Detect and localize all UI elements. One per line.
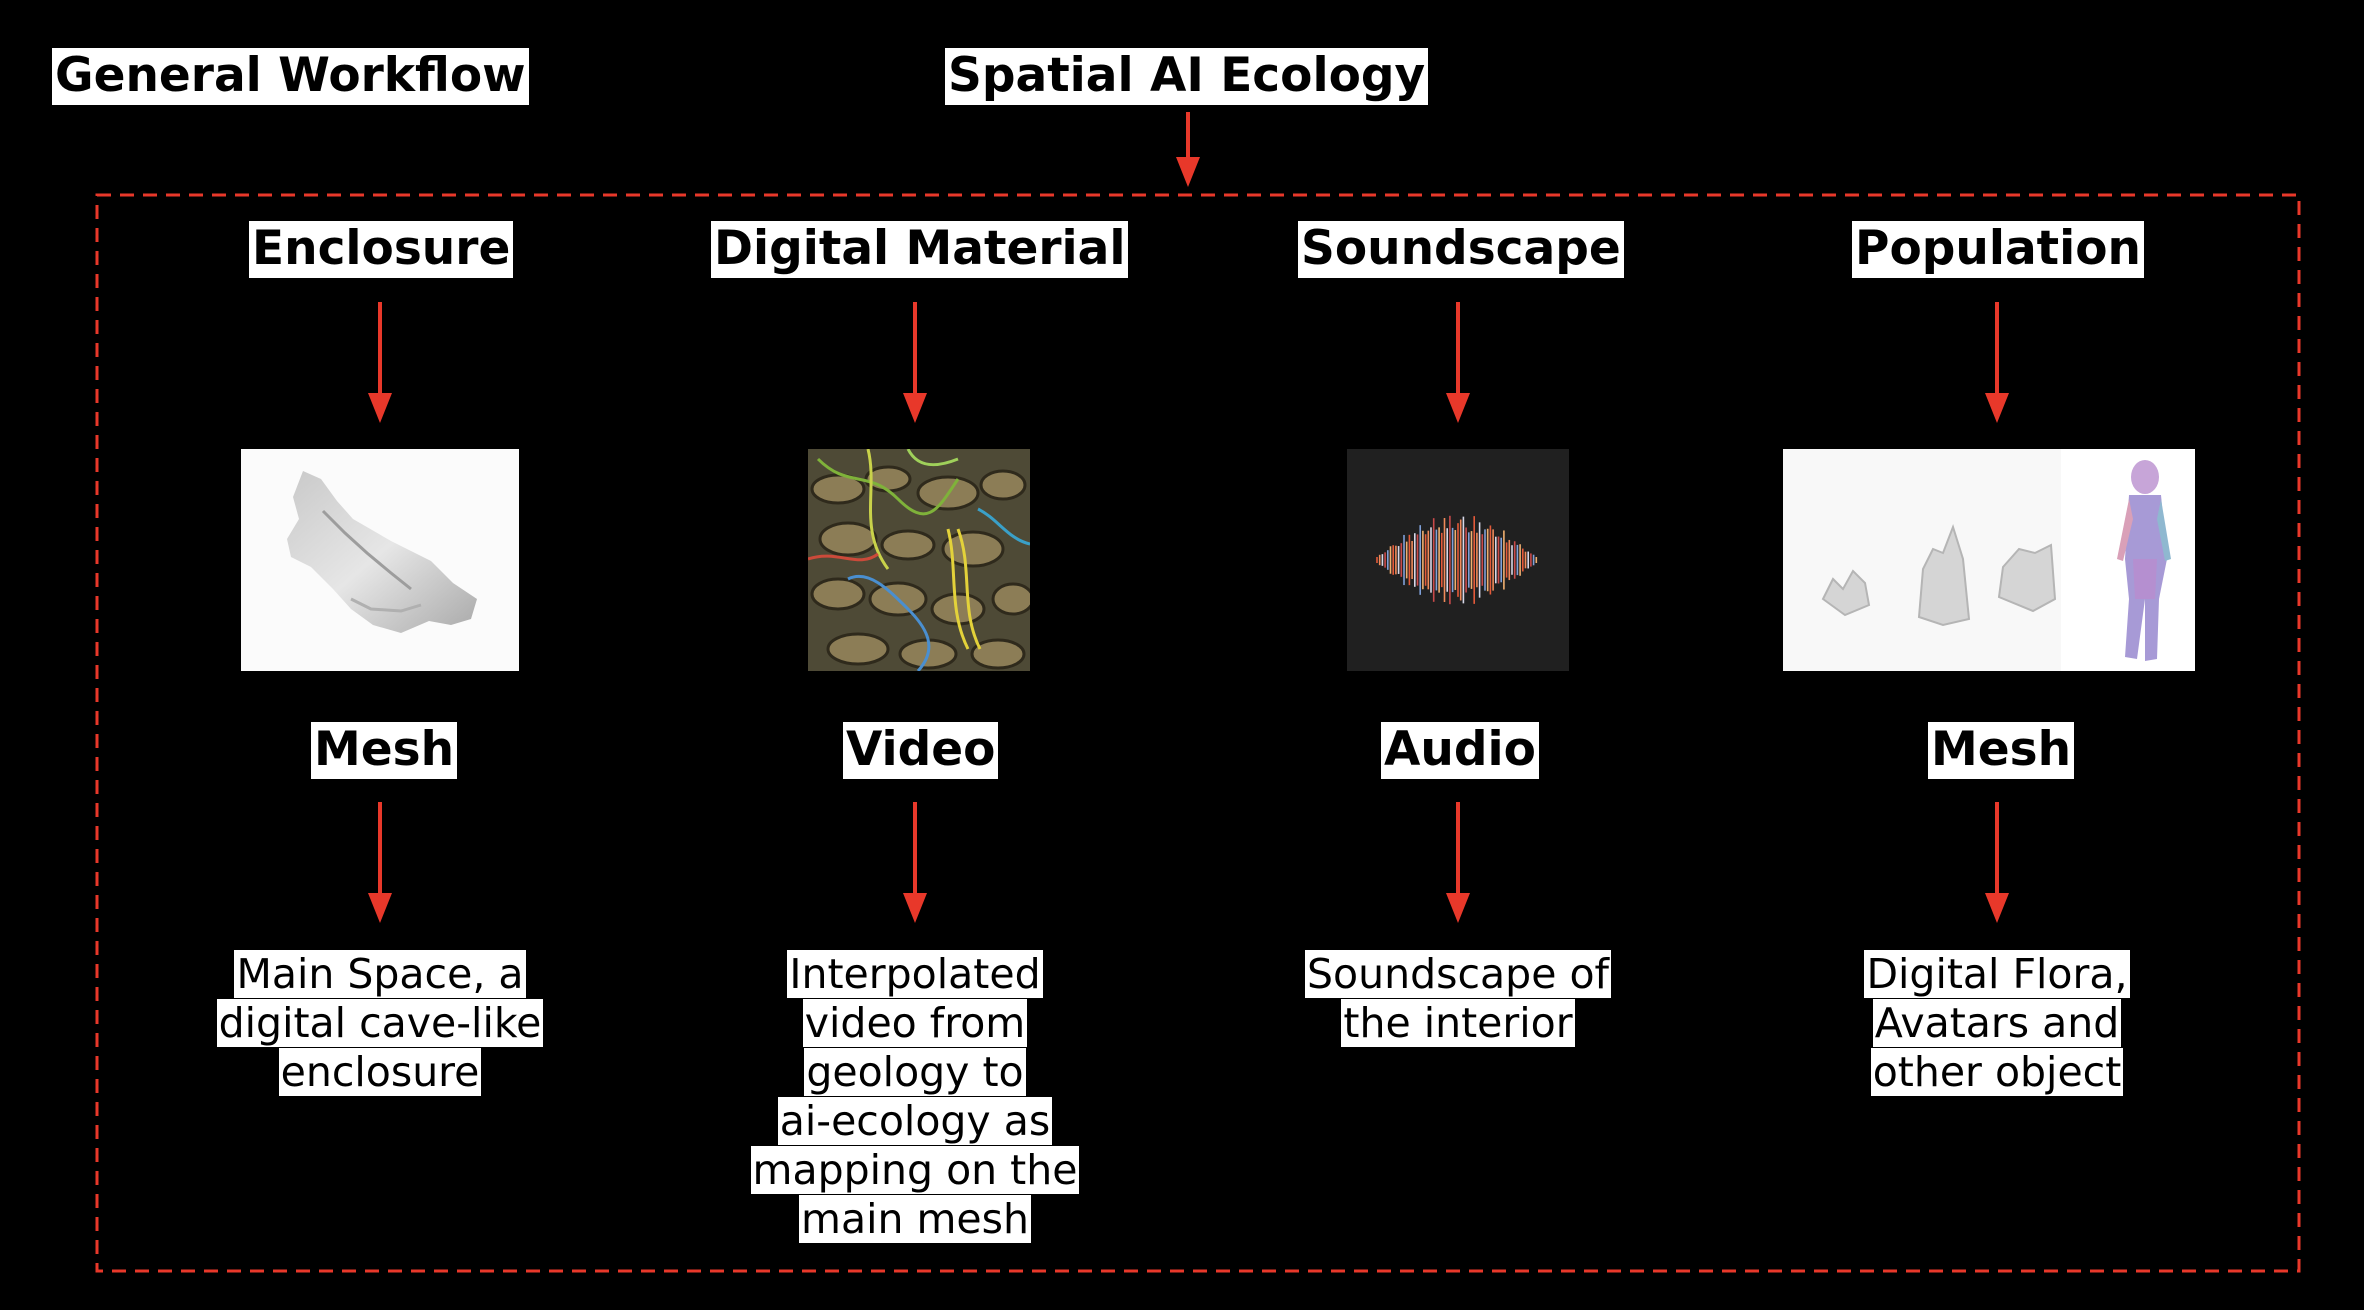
- category-digital-material: Digital Material: [711, 221, 1129, 278]
- cave-mesh-image: [241, 449, 519, 671]
- description-digital-material-text: Interpolated video from geology to ai-ecolo…: [750, 950, 1080, 1243]
- description-digital-material: Interpolated video from geology to ai-ecolo…: [715, 950, 1115, 1244]
- description-soundscape-text: Soundscape of the interior: [1305, 950, 1611, 1047]
- arrows-type-to-description: [368, 802, 2009, 923]
- description-enclosure: Main Space, a digital cave-like enclosure: [180, 950, 580, 1097]
- spatial-ai-ecology-title: Spatial AI Ecology: [945, 48, 1429, 105]
- description-enclosure-text: Main Space, a digital cave-like enclosure: [216, 950, 544, 1096]
- type-video: Video: [843, 722, 999, 779]
- arrowhead-title: [1176, 157, 1200, 187]
- type-mesh-enclosure: Mesh: [311, 722, 458, 779]
- category-enclosure: Enclosure: [249, 221, 514, 278]
- description-soundscape: Soundscape of the interior: [1258, 950, 1658, 1048]
- general-workflow-title: General Workflow: [52, 48, 529, 105]
- flora-avatar-image: [1783, 449, 2195, 671]
- category-soundscape: Soundscape: [1298, 221, 1624, 278]
- category-population: Population: [1852, 221, 2144, 278]
- type-audio: Audio: [1381, 722, 1539, 779]
- ecology-frame: [95, 193, 2301, 1273]
- description-population-text: Digital Flora, Avatars and other object: [1864, 950, 2130, 1096]
- arrows-category-to-image: [368, 302, 2009, 423]
- type-mesh-population: Mesh: [1928, 722, 2075, 779]
- description-population: Digital Flora, Avatars and other object: [1797, 950, 2197, 1097]
- geology-texture-image: [808, 449, 1030, 671]
- audio-waveform-image: [1347, 449, 1569, 671]
- waveform-svg: [1376, 515, 1538, 605]
